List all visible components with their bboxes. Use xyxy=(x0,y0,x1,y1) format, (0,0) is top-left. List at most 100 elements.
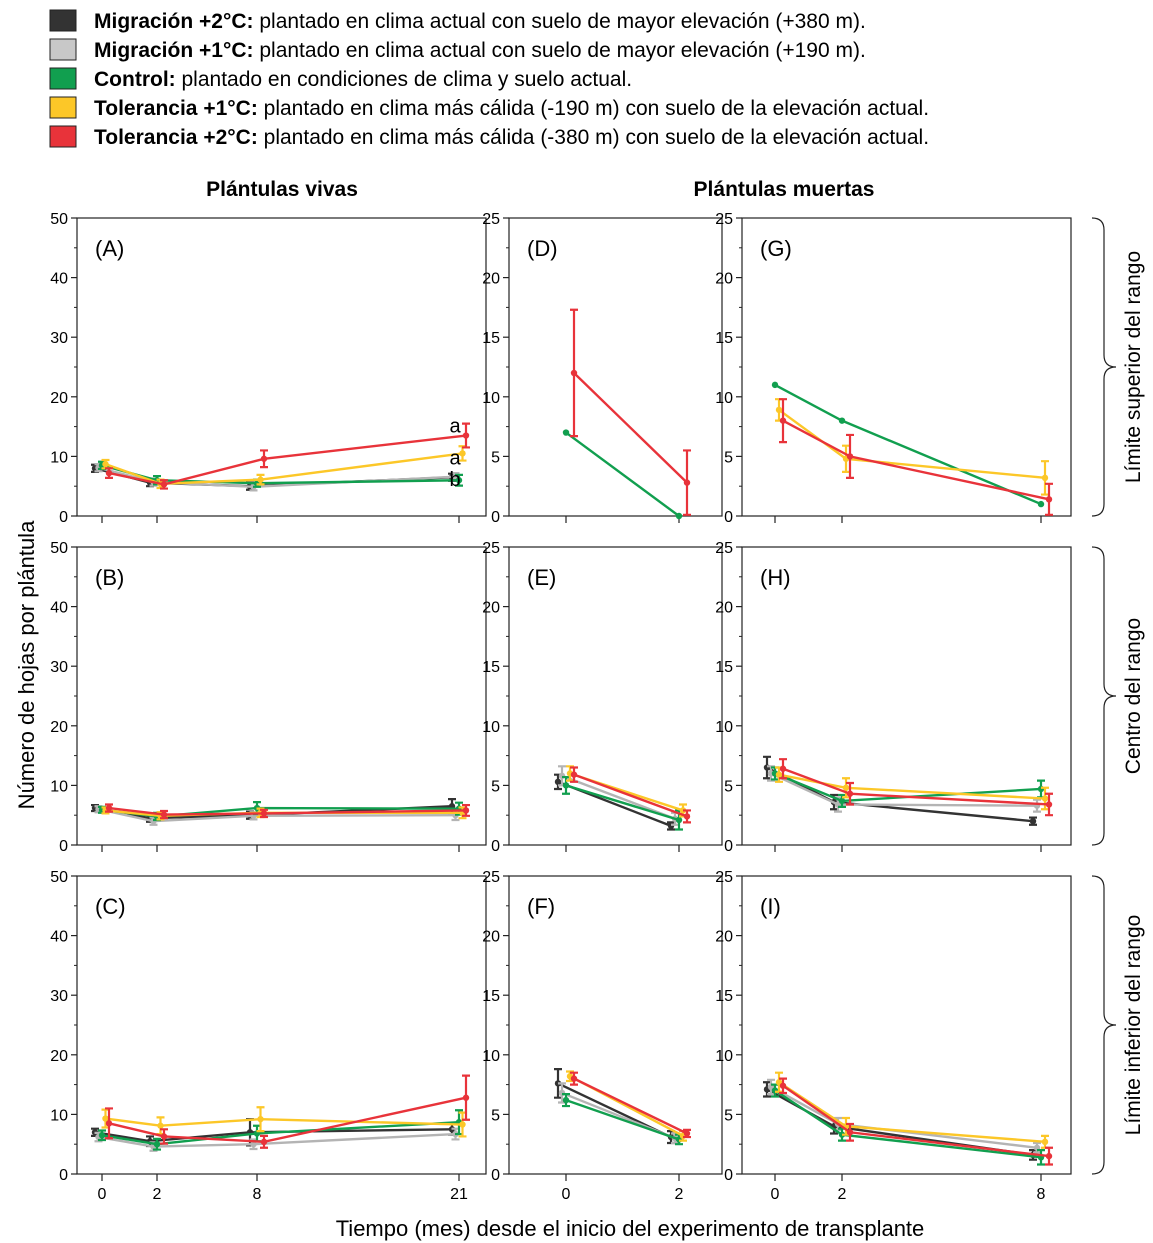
legend-swatch xyxy=(49,9,77,32)
legend-swatch xyxy=(49,67,77,90)
data-point xyxy=(98,1132,106,1139)
panel-label: (F) xyxy=(527,894,555,919)
header-dead: Plántulas muertas xyxy=(694,178,875,201)
significance-letter: b xyxy=(449,469,460,491)
data-point xyxy=(1041,474,1049,482)
y-tick-label: 10 xyxy=(715,1048,733,1065)
series-t2 xyxy=(570,766,691,824)
data-point xyxy=(1045,801,1053,808)
y-tick-label: 0 xyxy=(491,838,500,855)
series-line xyxy=(94,1128,453,1143)
y-tick-label: 10 xyxy=(50,778,68,795)
y-tick-label: 20 xyxy=(50,719,68,736)
chart-panel: 0 5 10 15 20 25 (H) xyxy=(715,540,1072,855)
y-tick-label: 30 xyxy=(50,330,68,347)
chart-panel: 0 10 20 30 40 50 0 2 8 21 (C) xyxy=(50,869,487,1203)
data-point xyxy=(250,1141,257,1148)
data-point xyxy=(160,811,168,818)
data-point xyxy=(562,429,570,436)
data-point xyxy=(160,481,168,488)
chart-panel: 0 5 10 15 20 25 (D) xyxy=(482,211,723,526)
data-point xyxy=(157,1122,164,1129)
panel-label: (B) xyxy=(95,565,124,590)
significance-letter: a xyxy=(449,415,461,437)
series-t1 xyxy=(101,1106,467,1138)
y-tick-label: 10 xyxy=(482,1048,500,1065)
series-line xyxy=(573,372,688,484)
legend-entry: Control: plantado en condiciones de clim… xyxy=(94,68,632,91)
y-tick-label: 5 xyxy=(724,778,733,795)
series-line xyxy=(105,452,463,486)
panel-frame xyxy=(508,217,723,517)
y-tick-label: 20 xyxy=(715,271,733,288)
legend-swatch xyxy=(49,38,77,61)
legend-entry: Tolerancia +1°C: plantado en clima más c… xyxy=(94,97,929,120)
data-point xyxy=(462,1094,470,1101)
data-point xyxy=(779,417,787,424)
series-t2 xyxy=(779,398,1053,516)
data-point xyxy=(771,381,779,389)
row-label: Límite inferior del rango xyxy=(1122,915,1145,1136)
data-point xyxy=(1041,1138,1049,1146)
series-t2 xyxy=(105,803,470,820)
y-tick-label: 15 xyxy=(482,988,500,1005)
panel-frame xyxy=(76,546,487,846)
data-point xyxy=(562,782,570,789)
series-line xyxy=(98,1132,456,1148)
y-tick-label: 10 xyxy=(715,390,733,407)
data-point xyxy=(779,1082,787,1089)
y-tick-label: 10 xyxy=(482,719,500,736)
x-tick-label: 8 xyxy=(253,1186,262,1203)
data-point xyxy=(260,1138,268,1146)
y-tick-label: 0 xyxy=(59,838,68,855)
series-c xyxy=(771,1083,1045,1166)
series-t1 xyxy=(775,766,1049,811)
data-point xyxy=(838,417,846,424)
panel-label: (D) xyxy=(527,236,558,261)
series-line xyxy=(108,1096,467,1144)
y-tick-label: 10 xyxy=(715,719,733,736)
series-line xyxy=(108,434,467,486)
series-t2 xyxy=(570,308,691,516)
y-tick-label: 15 xyxy=(715,659,733,676)
data-point xyxy=(1041,795,1049,802)
data-point xyxy=(775,406,783,414)
series-line xyxy=(573,1077,688,1135)
row-labels: Límite superior del rango Centro del rang… xyxy=(1091,217,1145,1175)
x-tick-label: 0 xyxy=(771,1186,780,1203)
series-line xyxy=(565,1098,680,1141)
series-c xyxy=(562,429,683,520)
data-point xyxy=(105,1120,113,1127)
data-point xyxy=(102,460,109,468)
data-point xyxy=(675,512,683,520)
data-point xyxy=(1029,817,1037,825)
y-tick-label: 20 xyxy=(50,1048,68,1065)
row-brace xyxy=(1091,546,1117,846)
data-point xyxy=(562,1096,570,1104)
y-tick-label: 20 xyxy=(482,929,500,946)
series-line xyxy=(108,806,467,816)
legend-entry: Migración +2°C: plantado en clima actual… xyxy=(94,10,866,33)
x-tick-label: 2 xyxy=(675,1186,684,1203)
series-line xyxy=(774,383,1042,506)
y-tick-label: 5 xyxy=(491,1107,500,1124)
chart-panel: 0 10 20 30 40 50 (B) xyxy=(50,540,487,855)
x-tick-label: 21 xyxy=(450,1186,468,1203)
y-tick-label: 0 xyxy=(724,1167,733,1184)
series-t2 xyxy=(105,422,470,490)
chart-panel: 0 5 10 15 20 25 (G) xyxy=(715,211,1072,526)
data-point xyxy=(570,771,578,778)
series-line xyxy=(774,1089,1042,1159)
panel-label: (C) xyxy=(95,894,126,919)
data-point xyxy=(160,1133,168,1140)
legend-swatch xyxy=(49,96,77,119)
data-point xyxy=(459,450,466,457)
data-point xyxy=(462,432,470,439)
panel-frame xyxy=(741,217,1072,517)
panel-label: (E) xyxy=(527,565,556,590)
y-tick-label: 25 xyxy=(482,211,500,228)
y-tick-label: 20 xyxy=(482,271,500,288)
data-point xyxy=(257,476,264,483)
series-line xyxy=(782,419,1050,501)
